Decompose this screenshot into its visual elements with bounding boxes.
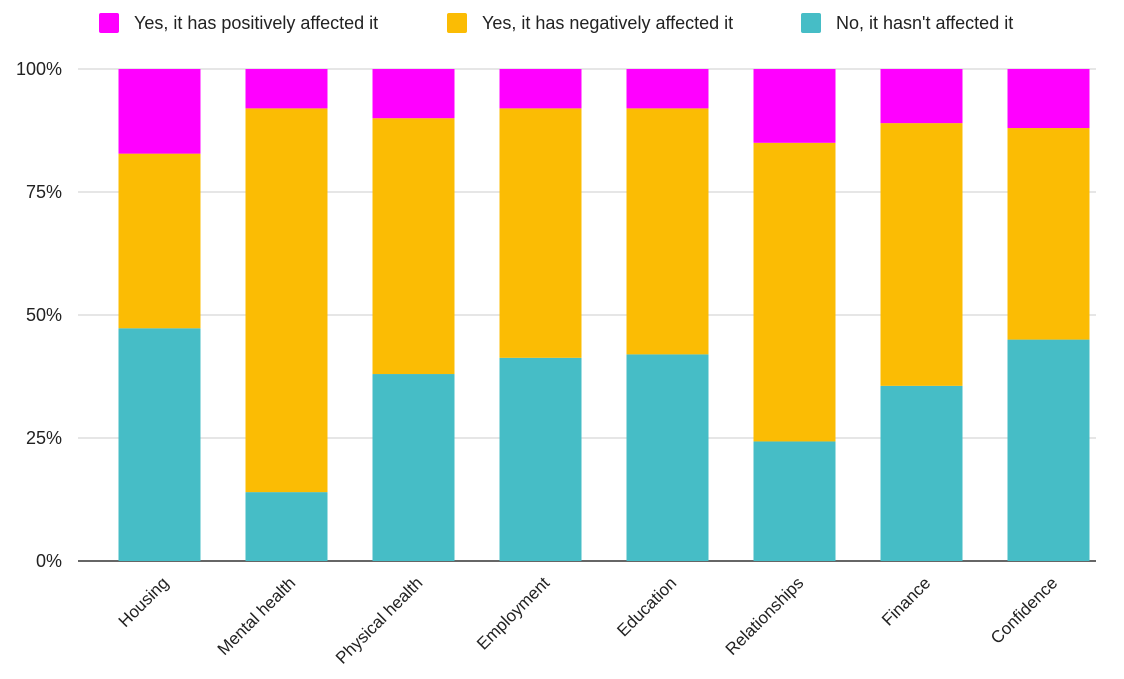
legend: Yes, it has positively affected it Yes, i… bbox=[99, 13, 1013, 33]
y-tick-label: 25% bbox=[26, 428, 62, 448]
bar-segment-mental-health-series-2 bbox=[245, 69, 328, 109]
bar-segment-relationships-series-2 bbox=[753, 69, 836, 143]
bar-segment-housing-series-0 bbox=[118, 328, 201, 561]
bar-segment-education-series-1 bbox=[626, 108, 709, 355]
bar-segment-finance-series-0 bbox=[880, 385, 963, 561]
bar-segment-confidence-series-2 bbox=[1007, 69, 1090, 129]
legend-label: Yes, it has positively affected it bbox=[134, 13, 378, 33]
legend-label: Yes, it has negatively affected it bbox=[482, 13, 733, 33]
bars bbox=[118, 69, 1090, 561]
bar-segment-housing-series-2 bbox=[118, 69, 201, 154]
x-category-label: Housing bbox=[115, 573, 173, 631]
bar-segment-mental-health-series-1 bbox=[245, 108, 328, 493]
bar-segment-education-series-0 bbox=[626, 354, 709, 561]
bar-segment-confidence-series-1 bbox=[1007, 128, 1090, 340]
bar-segment-physical-health-series-0 bbox=[372, 374, 455, 561]
y-tick-label: 50% bbox=[26, 305, 62, 325]
bar-segment-housing-series-1 bbox=[118, 153, 201, 329]
x-category-label: Finance bbox=[878, 573, 934, 629]
x-category-label: Physical health bbox=[332, 573, 426, 667]
y-axis-tick-labels: 0% 25% 50% 75% 100% bbox=[16, 59, 62, 571]
bar-segment-finance-series-1 bbox=[880, 123, 963, 386]
bar-segment-finance-series-2 bbox=[880, 69, 963, 124]
x-category-label: Education bbox=[613, 573, 680, 640]
x-category-label: Confidence bbox=[987, 573, 1061, 647]
bar-segment-confidence-series-0 bbox=[1007, 339, 1090, 561]
legend-swatch bbox=[99, 13, 119, 33]
x-category-label: Mental health bbox=[214, 573, 300, 659]
x-category-label: Relationships bbox=[722, 573, 808, 659]
legend-label: No, it hasn't affected it bbox=[836, 13, 1013, 33]
bar-segment-relationships-series-1 bbox=[753, 142, 836, 442]
y-tick-label: 100% bbox=[16, 59, 62, 79]
x-category-label: Employment bbox=[473, 573, 553, 653]
bar-segment-mental-health-series-0 bbox=[245, 492, 328, 561]
y-tick-label: 0% bbox=[36, 551, 62, 571]
bar-segment-employment-series-1 bbox=[499, 108, 582, 358]
bar-segment-education-series-2 bbox=[626, 69, 709, 109]
bar-segment-employment-series-0 bbox=[499, 357, 582, 561]
x-axis-category-labels: Housing Mental health Physical health Emplo… bbox=[115, 573, 1062, 667]
bar-segment-physical-health-series-2 bbox=[372, 69, 455, 119]
legend-swatch bbox=[801, 13, 821, 33]
bar-segment-physical-health-series-1 bbox=[372, 118, 455, 375]
legend-swatch bbox=[447, 13, 467, 33]
y-tick-label: 75% bbox=[26, 182, 62, 202]
bar-segment-employment-series-2 bbox=[499, 69, 582, 109]
bar-segment-relationships-series-0 bbox=[753, 441, 836, 561]
